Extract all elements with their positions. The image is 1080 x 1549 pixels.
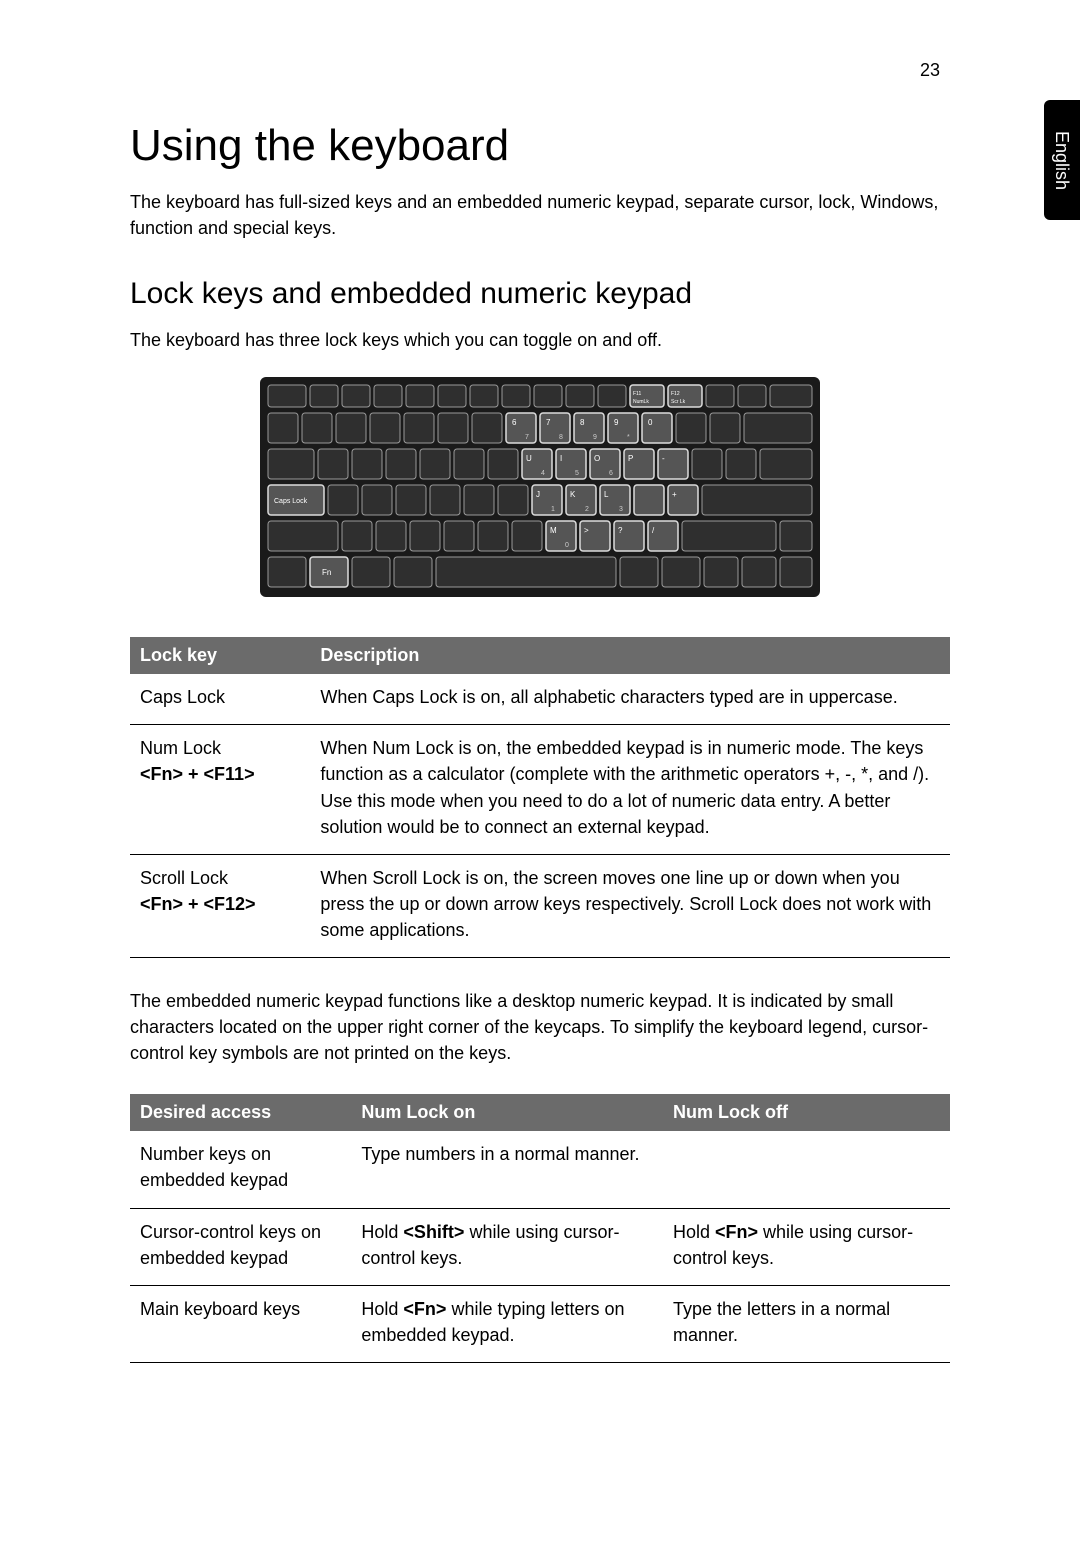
- access-cell: Hold <Fn> while using cursor-control key…: [663, 1208, 950, 1285]
- language-tab: English: [1044, 100, 1080, 220]
- access-cell: Hold <Shift> while using cursor-control …: [351, 1208, 663, 1285]
- svg-text:U: U: [526, 454, 532, 463]
- svg-text:Scr Lk: Scr Lk: [671, 399, 686, 405]
- svg-text:0: 0: [648, 418, 653, 427]
- lock-keys-table: Lock key Description Caps Lock When Caps…: [130, 637, 950, 958]
- lock-key-desc: When Caps Lock is on, all alphabetic cha…: [310, 674, 950, 725]
- lock-key-desc: When Num Lock is on, the embedded keypad…: [310, 725, 950, 854]
- table-row: Cursor-control keys on embedded keypad H…: [130, 1208, 950, 1285]
- table-row: Scroll Lock <Fn> + <F12> When Scroll Loc…: [130, 854, 950, 957]
- svg-text:3: 3: [619, 506, 623, 513]
- lock-key-name: Caps Lock: [140, 687, 225, 707]
- svg-text:F11: F11: [633, 391, 641, 397]
- svg-text:M: M: [550, 526, 557, 535]
- lock-key-name: Scroll Lock: [140, 868, 228, 888]
- svg-text:P: P: [628, 454, 633, 463]
- access-cell: Hold <Fn> while typing letters on embedd…: [351, 1285, 663, 1362]
- svg-text:1: 1: [551, 506, 555, 513]
- svg-text:7: 7: [525, 434, 529, 441]
- svg-text:?: ?: [618, 526, 623, 535]
- access-header-1: Desired access: [130, 1094, 351, 1131]
- lock-table-header-key: Lock key: [130, 637, 310, 674]
- section-heading: Lock keys and embedded numeric keypad: [130, 277, 950, 311]
- access-cell: Cursor-control keys on embedded keypad: [130, 1208, 351, 1285]
- svg-text:8: 8: [559, 434, 563, 441]
- table-row: Number keys on embedded keypad Type numb…: [130, 1131, 950, 1208]
- table-row: Main keyboard keys Hold <Fn> while typin…: [130, 1285, 950, 1362]
- svg-text:K: K: [570, 490, 576, 499]
- svg-text:0: 0: [565, 542, 569, 549]
- svg-text:>: >: [584, 526, 589, 535]
- svg-text:Fn: Fn: [322, 568, 331, 577]
- svg-text:I: I: [560, 454, 562, 463]
- keyboard-diagram: F11 NumLk F12 Scr Lk 6: [130, 377, 950, 597]
- svg-text:9: 9: [614, 418, 619, 427]
- lock-table-header-desc: Description: [310, 637, 950, 674]
- access-cell: Type numbers in a normal manner.: [351, 1131, 663, 1208]
- svg-text:4: 4: [541, 470, 545, 477]
- svg-text:+: +: [672, 490, 677, 499]
- svg-text:6: 6: [609, 470, 613, 477]
- lock-key-shortcut: <Fn> + <F12>: [140, 894, 256, 914]
- access-cell: [663, 1131, 950, 1208]
- svg-text:J: J: [536, 490, 540, 499]
- lock-key-desc: When Scroll Lock is on, the screen moves…: [310, 854, 950, 957]
- section-intro: The keyboard has three lock keys which y…: [130, 327, 950, 353]
- svg-text:6: 6: [512, 418, 517, 427]
- intro-paragraph: The keyboard has full-sized keys and an …: [130, 189, 950, 241]
- svg-text:O: O: [594, 454, 600, 463]
- body-paragraph: The embedded numeric keypad functions li…: [130, 988, 950, 1066]
- access-cell: Type the letters in a normal manner.: [663, 1285, 950, 1362]
- svg-text:NumLk: NumLk: [633, 399, 649, 405]
- page-content: 23 Using the keyboard The keyboard has f…: [0, 0, 1080, 1453]
- access-cell: Number keys on embedded keypad: [130, 1131, 351, 1208]
- svg-text:*: *: [627, 434, 630, 441]
- language-tab-label: English: [1052, 130, 1073, 189]
- svg-text:5: 5: [575, 470, 579, 477]
- lock-key-shortcut: <Fn> + <F11>: [140, 764, 255, 784]
- access-header-2: Num Lock on: [351, 1094, 663, 1131]
- page-title: Using the keyboard: [130, 121, 950, 171]
- svg-text:L: L: [604, 490, 609, 499]
- svg-text:8: 8: [580, 418, 585, 427]
- svg-text:9: 9: [593, 434, 597, 441]
- svg-text:-: -: [662, 454, 665, 463]
- lock-key-name: Num Lock: [140, 738, 221, 758]
- keyboard-svg: F11 NumLk F12 Scr Lk 6: [260, 377, 820, 597]
- svg-text:F12: F12: [671, 391, 680, 397]
- svg-text:2: 2: [585, 506, 589, 513]
- svg-text:7: 7: [546, 418, 551, 427]
- svg-text:Caps Lock: Caps Lock: [274, 498, 308, 505]
- access-cell: Main keyboard keys: [130, 1285, 351, 1362]
- desired-access-table: Desired access Num Lock on Num Lock off …: [130, 1094, 950, 1363]
- table-row: Caps Lock When Caps Lock is on, all alph…: [130, 674, 950, 725]
- access-header-3: Num Lock off: [663, 1094, 950, 1131]
- table-row: Num Lock <Fn> + <F11> When Num Lock is o…: [130, 725, 950, 854]
- page-number: 23: [130, 60, 950, 81]
